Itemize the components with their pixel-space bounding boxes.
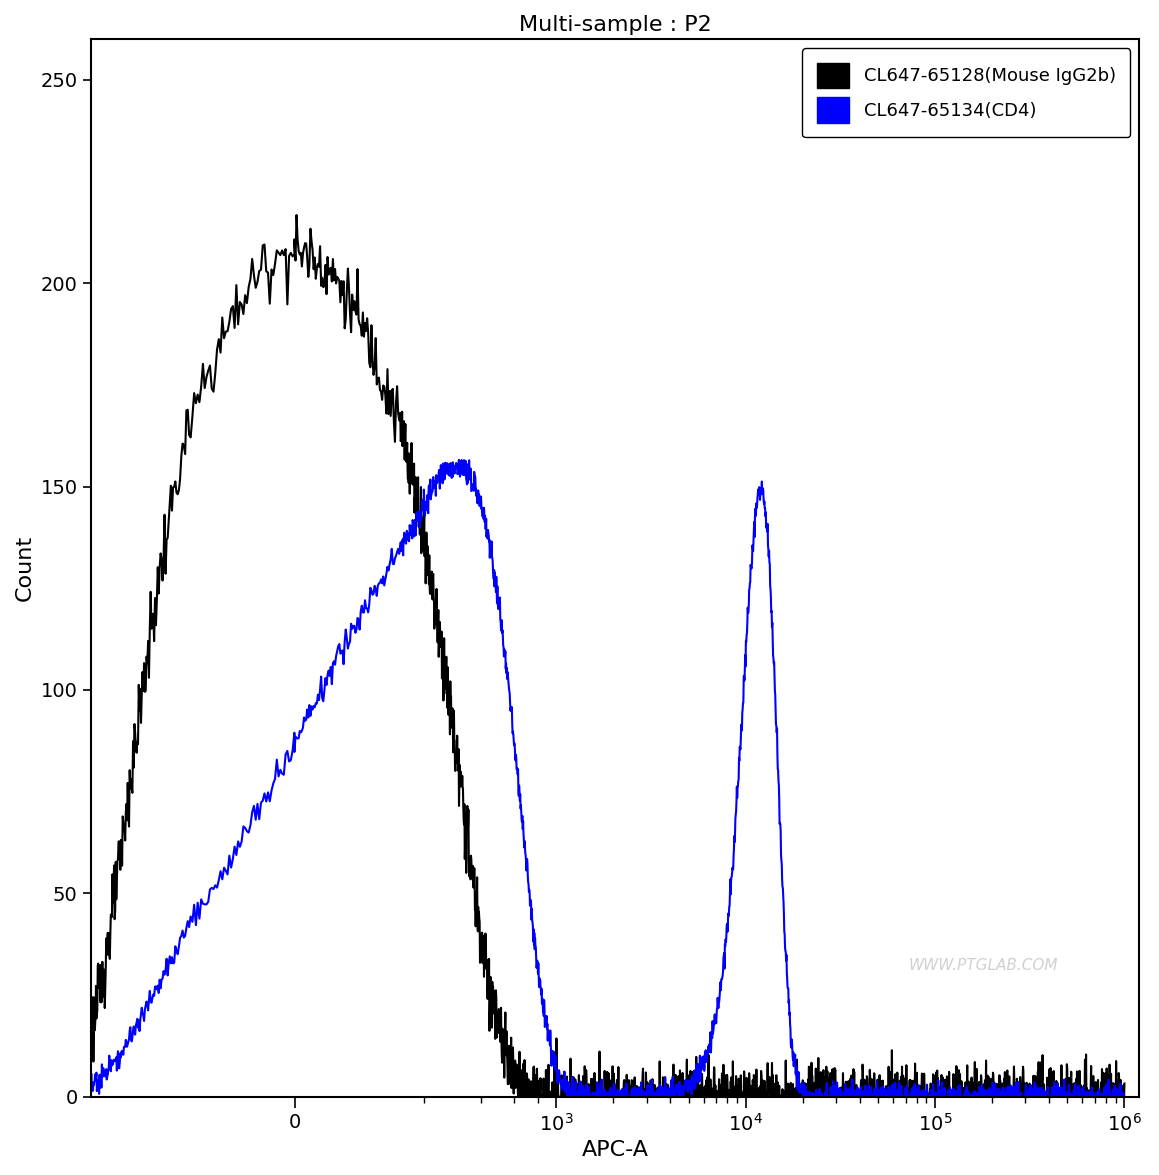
X-axis label: APC-A: APC-A xyxy=(582,1140,649,1160)
Title: Multi-sample : P2: Multi-sample : P2 xyxy=(519,15,712,35)
Y-axis label: Count: Count xyxy=(15,535,35,602)
Text: WWW.PTGLAB.COM: WWW.PTGLAB.COM xyxy=(909,958,1058,973)
Legend: CL647-65128(Mouse IgG2b), CL647-65134(CD4): CL647-65128(Mouse IgG2b), CL647-65134(CD… xyxy=(802,48,1130,137)
